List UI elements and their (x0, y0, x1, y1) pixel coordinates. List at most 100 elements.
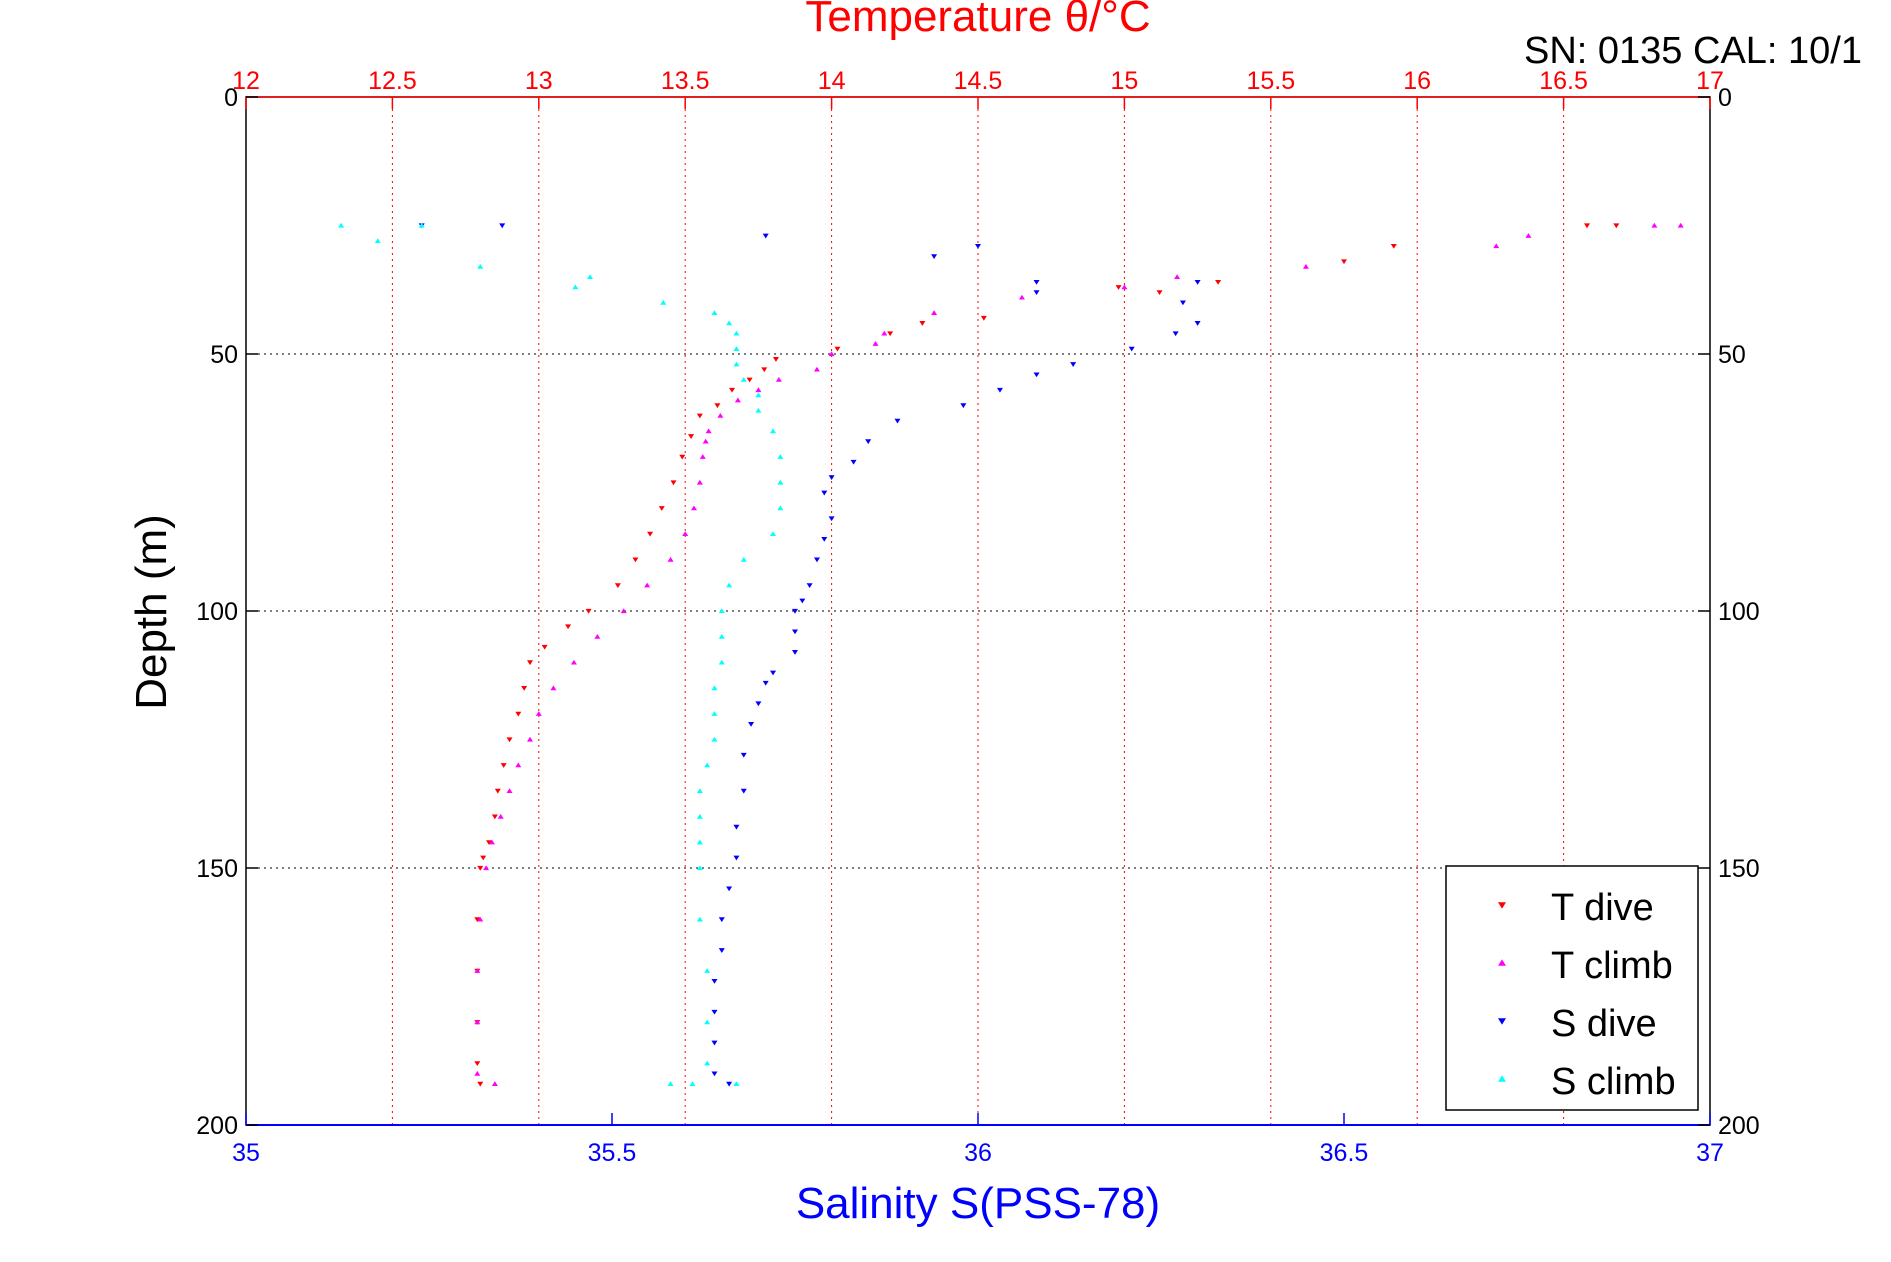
depth-tick-label-right: 150 (1718, 855, 1760, 883)
data-point (755, 407, 762, 413)
data-point (718, 634, 725, 639)
data-point (718, 948, 725, 953)
salinity-tick-label: 35 (232, 1139, 260, 1167)
data-point (696, 839, 703, 845)
data-point (813, 557, 820, 563)
data-point (696, 788, 703, 793)
data-point (565, 624, 572, 630)
data-point (535, 711, 542, 716)
data-point (821, 490, 828, 496)
data-point (374, 238, 381, 244)
data-point (418, 222, 425, 228)
legend-marker (1498, 902, 1506, 909)
data-point (500, 763, 507, 768)
depth-tick-label-left: 0 (224, 84, 238, 112)
data-point (770, 428, 777, 434)
data-point (718, 659, 725, 665)
axis-ticks: 12 12.5 13 13.5 14 14.5 15 15.5 16 16.5 170 050 5010… (196, 67, 1759, 1167)
data-point (748, 721, 755, 727)
data-point (931, 254, 938, 260)
legend-marker (1498, 1075, 1506, 1082)
data-point (718, 917, 725, 923)
data-point (1115, 285, 1122, 290)
data-point (1179, 300, 1186, 306)
data-point (755, 392, 762, 398)
data-point (740, 752, 747, 758)
data-point (632, 557, 639, 563)
data-point (620, 608, 627, 614)
legend-marker (1498, 1018, 1506, 1025)
data-point (1174, 274, 1181, 279)
depth-tick-label-right: 50 (1718, 341, 1746, 369)
data-point (980, 315, 987, 321)
data-point (689, 1081, 696, 1086)
data-point (828, 351, 835, 357)
data-point (711, 685, 718, 691)
depth-axis-title: Depth (m) (127, 514, 176, 710)
legend-label-s-climb: S climb (1551, 1061, 1676, 1103)
data-point (1302, 263, 1309, 269)
salinity-tick-label: 35.5 (588, 1139, 637, 1167)
data-point (799, 598, 806, 604)
data-point (667, 556, 674, 562)
temperature-tick-label: 16 (1403, 67, 1431, 95)
data-point (733, 824, 740, 830)
data-point (1651, 222, 1658, 228)
data-point (726, 582, 733, 588)
data-point (746, 377, 753, 383)
depth-tick-label-left: 200 (196, 1112, 238, 1140)
data-point (499, 223, 506, 229)
data-point (679, 454, 686, 460)
data-point (740, 377, 747, 382)
data-point (714, 403, 721, 409)
data-point (1033, 372, 1040, 378)
data-point (733, 1081, 740, 1086)
data-point (480, 855, 487, 861)
data-point (733, 361, 740, 367)
temperature-tick-label: 12.5 (368, 67, 417, 95)
data-point (696, 865, 703, 871)
data-point (792, 629, 798, 635)
legend-label-s-dive: S dive (1551, 1003, 1657, 1045)
legend-label-t-dive: T dive (1551, 887, 1654, 929)
legend: T dive T climb S dive S climb (1445, 865, 1699, 1111)
data-point (1194, 321, 1201, 326)
data-point (813, 366, 820, 372)
data-point (729, 387, 736, 393)
data-point (1194, 279, 1201, 285)
data-point (572, 284, 579, 290)
data-point (690, 505, 697, 511)
data-point (772, 357, 779, 362)
data-point (570, 659, 577, 665)
data-point (711, 1071, 718, 1077)
temperature-tick-label: 13 (525, 67, 553, 95)
data-point (696, 479, 703, 485)
series-s-dive (418, 223, 1201, 1087)
data-point (726, 320, 733, 326)
data-point (494, 788, 501, 794)
data-point (585, 608, 592, 614)
data-point (1390, 243, 1397, 249)
data-point (515, 711, 522, 717)
salinity-axis-title: Salinity S(PSS-78) (796, 1179, 1160, 1228)
data-point (587, 274, 594, 279)
salinity-tick-label: 36 (964, 1139, 992, 1167)
data-point (777, 479, 784, 485)
data-point (506, 788, 513, 793)
data-point (1070, 362, 1077, 367)
data-point (887, 331, 894, 337)
data-point (1018, 294, 1025, 300)
data-point (477, 865, 484, 871)
data-point (491, 814, 498, 820)
data-point (777, 505, 784, 511)
data-point (614, 583, 621, 588)
data-point (734, 397, 741, 403)
data-point (762, 680, 769, 686)
data-point (740, 556, 747, 562)
data-point (733, 855, 740, 861)
data-point (1033, 290, 1040, 296)
data-point (527, 660, 534, 666)
data-point (527, 736, 534, 742)
data-point (755, 387, 762, 393)
depth-tick-label-right: 0 (1718, 84, 1732, 112)
